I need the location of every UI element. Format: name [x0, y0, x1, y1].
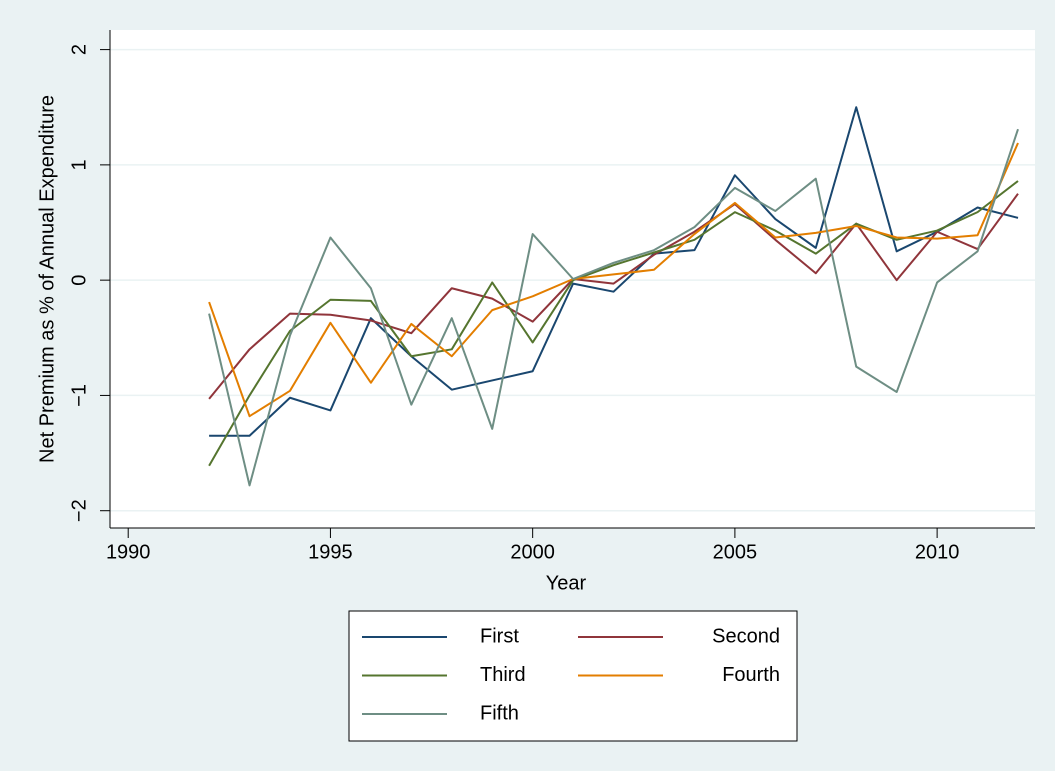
legend-label: First [480, 625, 519, 647]
y-tick-label: −2 [68, 499, 90, 522]
y-tick-label: −1 [68, 384, 90, 407]
series-line [209, 106, 1019, 437]
x-axis-title: Year [546, 572, 587, 594]
legend-label: Fifth [480, 702, 519, 724]
x-tick-label: 2000 [510, 541, 555, 563]
legend-label: Fourth [722, 664, 780, 686]
x-tick-label: 1990 [106, 541, 151, 563]
series-line [208, 142, 1019, 418]
series-line [208, 193, 1019, 400]
y-tick-label: 1 [68, 159, 90, 170]
legend-label: Third [480, 664, 526, 686]
legend-label: Second [712, 625, 780, 647]
x-tick-label: 2005 [713, 541, 758, 563]
y-axis-title: Net Premium as % of Annual Expenditure [36, 95, 58, 463]
x-tick-label: 2010 [915, 541, 960, 563]
x-tick-label: 1995 [308, 541, 353, 563]
y-tick-label: 2 [68, 44, 90, 55]
y-tick-label: 0 [68, 275, 90, 286]
series-line [208, 128, 1019, 487]
